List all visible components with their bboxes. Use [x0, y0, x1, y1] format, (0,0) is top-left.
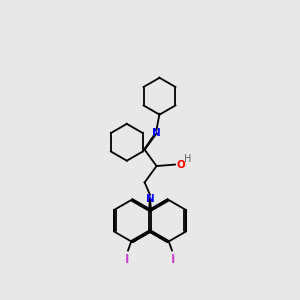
Text: I: I — [170, 254, 175, 266]
Text: I: I — [125, 254, 130, 266]
Text: H: H — [184, 154, 192, 164]
Text: O: O — [176, 160, 185, 170]
Text: N: N — [152, 128, 161, 138]
Text: N: N — [146, 194, 154, 204]
